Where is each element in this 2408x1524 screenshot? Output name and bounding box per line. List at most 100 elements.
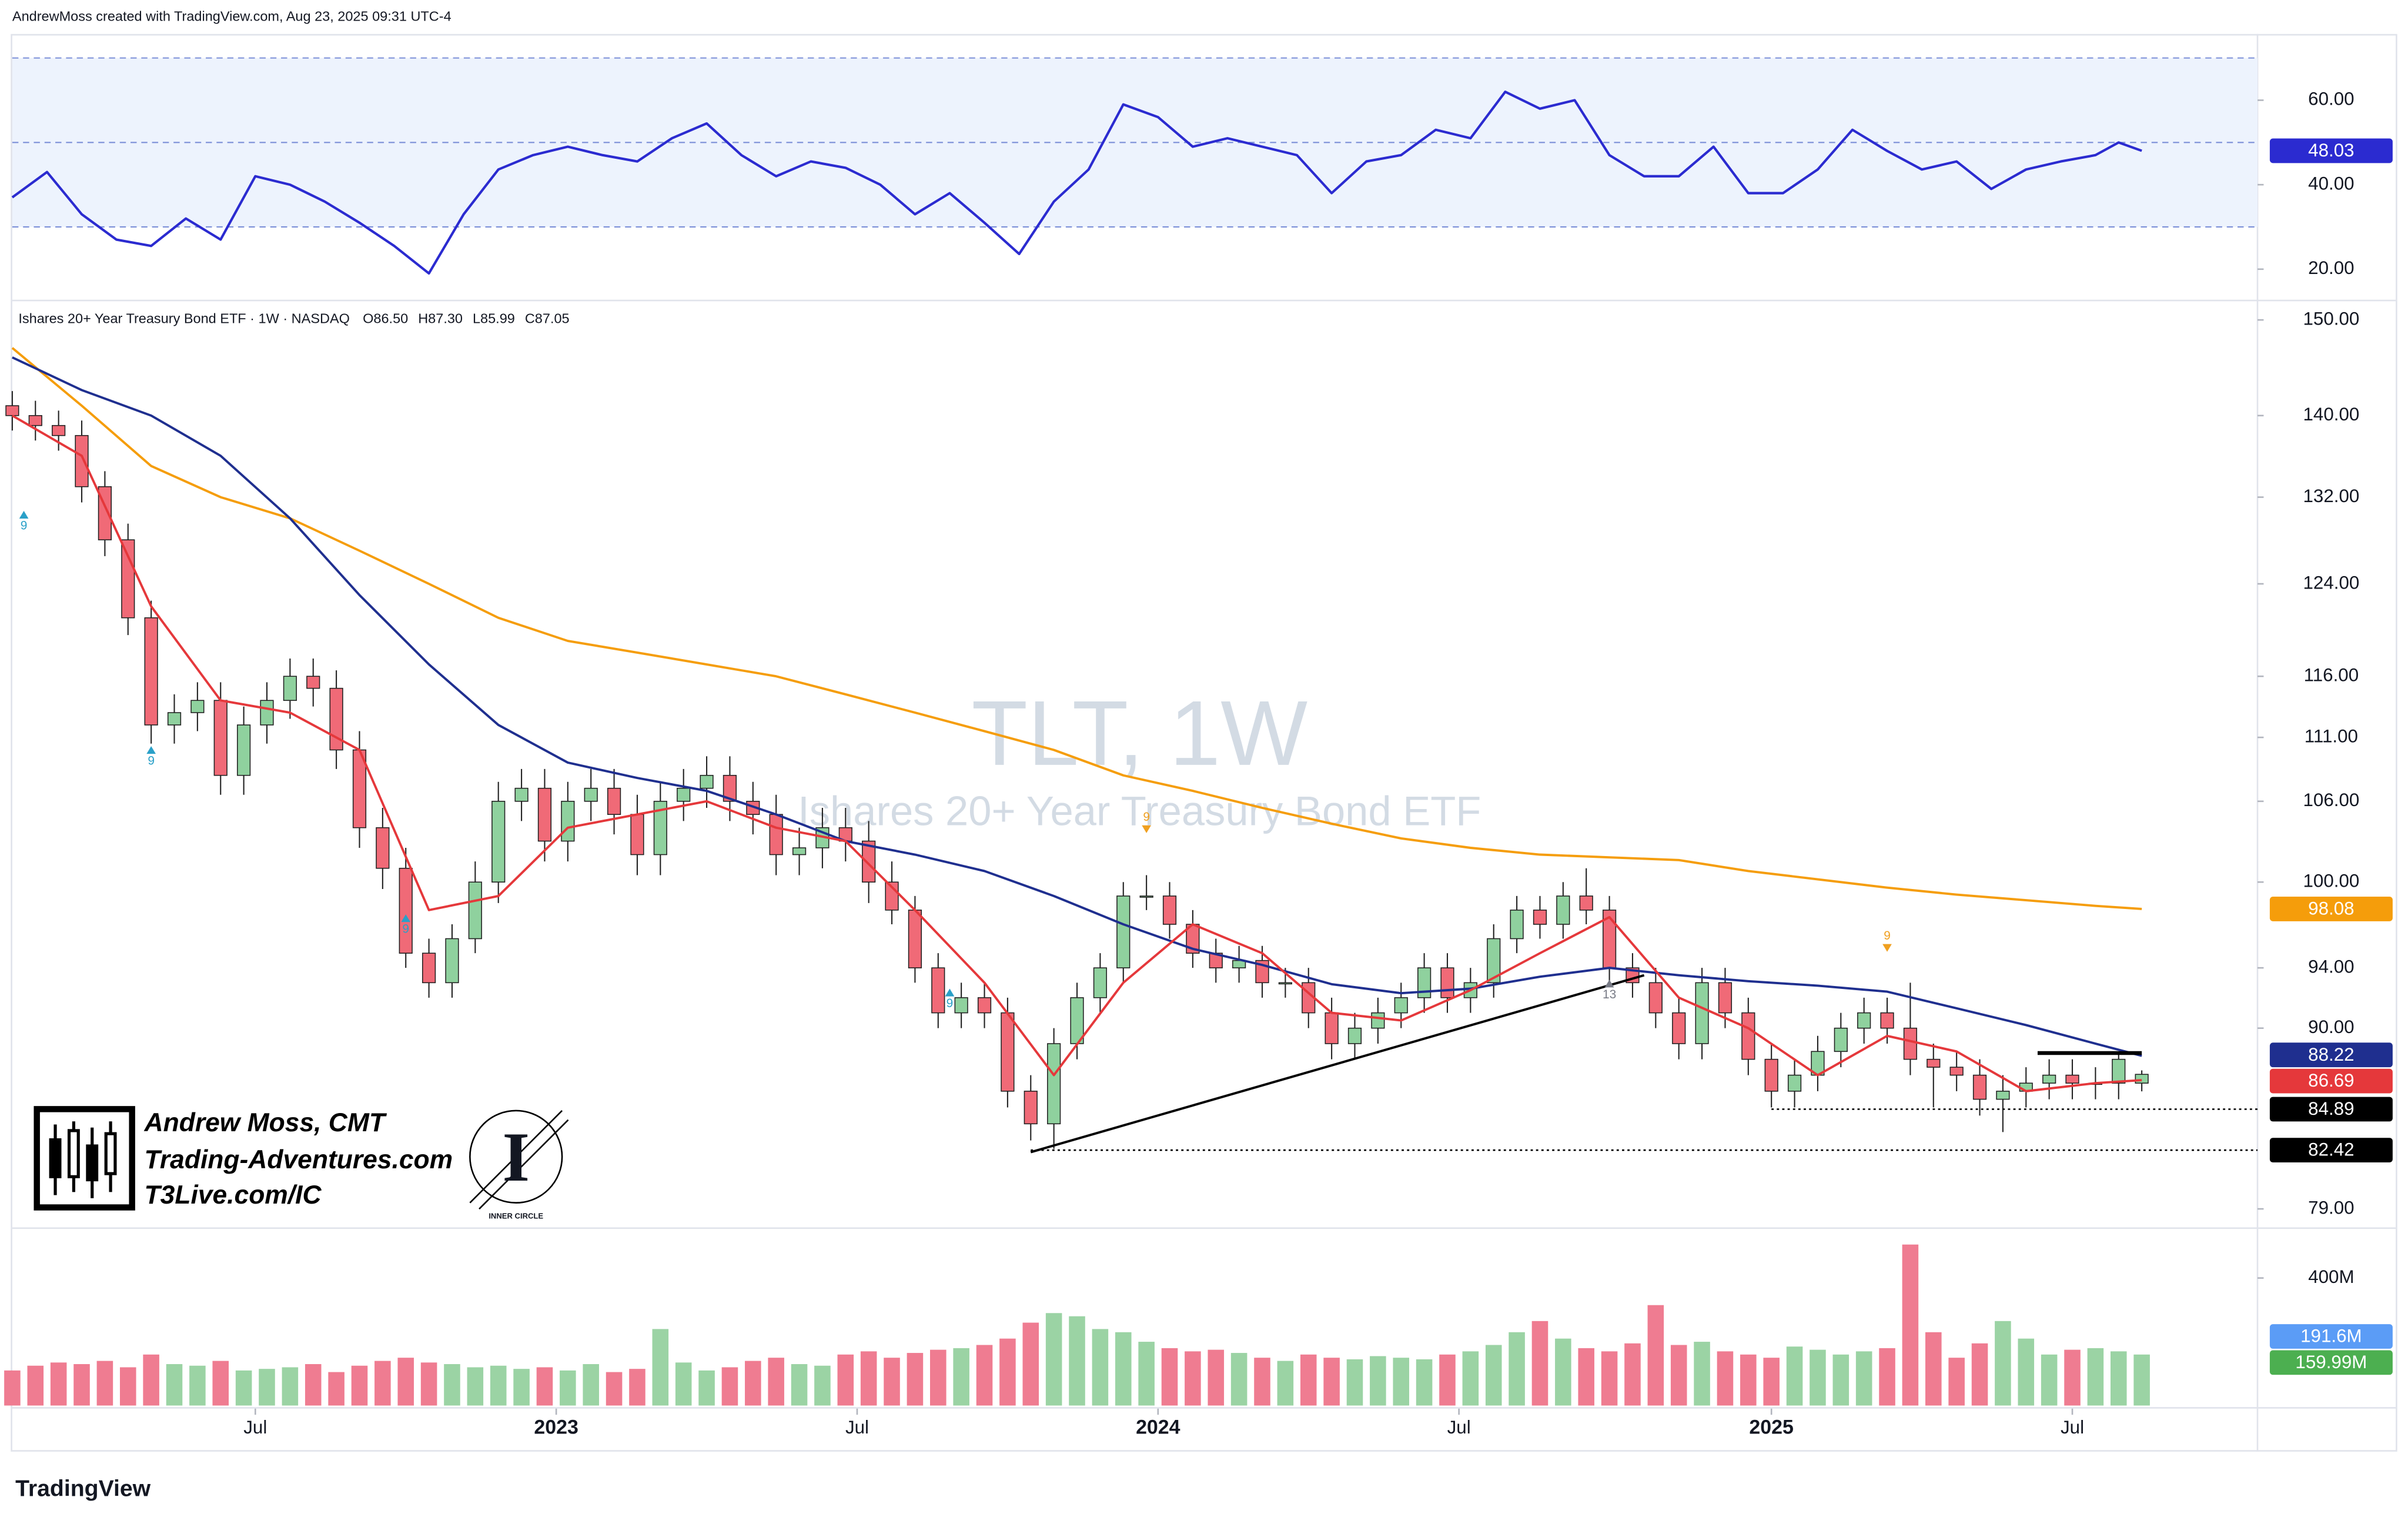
y-tick-label: 400M: [2308, 1266, 2354, 1287]
volume-bar: [768, 1358, 784, 1406]
volume-bar: [444, 1364, 460, 1406]
candle-body: [1001, 1012, 1015, 1092]
candle-body: [2112, 1058, 2126, 1084]
sequence-marker: [401, 914, 411, 923]
value-label-box: [2269, 1042, 2393, 1068]
volume-bar: [2041, 1354, 2058, 1406]
moving-average: [11, 415, 2142, 1092]
watermark-name: Ishares 20+ Year Treasury Bond ETF: [798, 787, 1481, 834]
volume-bar: [976, 1345, 993, 1406]
legend-close: C87.05: [525, 311, 570, 326]
candle-body: [1787, 1074, 1802, 1092]
volume-bar: [96, 1361, 113, 1406]
x-tick-label: 2023: [534, 1416, 578, 1439]
brand-name: Andrew Moss, CMT: [144, 1108, 387, 1137]
volume-bar: [1069, 1316, 1085, 1406]
volume-bar: [1855, 1351, 1872, 1406]
value-label-box: [2269, 1138, 2393, 1163]
volume-bar: [1925, 1332, 1942, 1406]
y-tick-label: 90.00: [2308, 1017, 2354, 1037]
volume-bar: [73, 1364, 90, 1406]
volume-bar: [1624, 1343, 1641, 1406]
y-tick-label: 100.00: [2303, 871, 2359, 891]
candle-body: [1927, 1058, 1941, 1068]
candle-body: [1972, 1074, 1987, 1100]
sequence-label: 9: [21, 519, 28, 533]
volume-bar: [791, 1364, 808, 1406]
volume-bar: [837, 1354, 854, 1406]
volume-bar: [1416, 1359, 1433, 1406]
volume-bar: [698, 1370, 715, 1406]
volume-bar: [675, 1362, 692, 1406]
plot-area: 60.00 40.00 20.00 48.03 150.00 140.00 132.00 12…: [4, 57, 2393, 1439]
x-tick-label: Jul: [1447, 1417, 1471, 1438]
volume-bar: [1161, 1348, 1178, 1406]
branding: Andrew Moss, CMT Trading-Adventures.com …: [34, 1106, 569, 1221]
volume-bar: [1995, 1321, 2011, 1406]
candle-body: [283, 676, 297, 701]
candle-body: [908, 910, 922, 968]
volume-bar: [1601, 1351, 1618, 1406]
volume-bar: [1971, 1343, 1988, 1406]
value-label-box: [2269, 897, 2393, 921]
y-tick-label: 79.00: [2308, 1197, 2354, 1218]
inner-circle-ring: [469, 1109, 563, 1204]
volume-bar: [1647, 1305, 1664, 1406]
candle-body: [2042, 1074, 2056, 1084]
volume-bar: [1717, 1351, 1734, 1406]
candle-body: [213, 700, 228, 776]
candle-body: [1024, 1091, 1038, 1125]
candle-body: [167, 712, 182, 726]
candle-body: [468, 881, 482, 940]
candle-body: [1510, 910, 1524, 940]
volume-bar: [1948, 1358, 1965, 1406]
candle-body: [537, 787, 552, 842]
volume-bar: [235, 1370, 252, 1406]
y-tick-label: 111.00: [2305, 726, 2358, 746]
candle-body: [584, 787, 598, 802]
value-label: 48.03: [2308, 140, 2354, 161]
value-label: 82.42: [2308, 1139, 2354, 1160]
candle-body: [1371, 1012, 1385, 1029]
brand-logo-candles: [49, 1121, 117, 1198]
volume-bar: [907, 1353, 924, 1406]
y-tick-label: 140.00: [2303, 404, 2359, 425]
volume-bar: [4, 1370, 21, 1406]
y-tick-label: 60.00: [2308, 89, 2354, 109]
value-label: 98.08: [2308, 898, 2354, 919]
volume-bar: [1254, 1358, 1270, 1406]
candle-body: [306, 676, 320, 689]
brand-website: Trading-Adventures.com: [145, 1145, 453, 1174]
legend-high: H87.30: [418, 311, 463, 326]
volume-bar: [27, 1365, 44, 1406]
y-tick-label: 40.00: [2308, 173, 2354, 193]
watermark-symbol: TLT, 1W: [971, 682, 1307, 785]
volume-bar: [351, 1365, 368, 1406]
candle-body: [1325, 1012, 1339, 1044]
volume-bar: [2018, 1338, 2035, 1406]
volume-bar: [953, 1348, 969, 1406]
candle-body: [677, 787, 691, 802]
x-tick-label: Jul: [243, 1417, 267, 1438]
volume-bar: [721, 1367, 738, 1406]
candle-body: [769, 814, 783, 855]
sequence-marker: [1882, 944, 1892, 952]
volume-bar: [1370, 1356, 1386, 1406]
volume-bar: [513, 1369, 530, 1406]
brand-link: T3Live.com/IC: [145, 1181, 322, 1209]
candle-body: [792, 847, 807, 855]
attribution: AndrewMoss created with TradingView.com,…: [12, 8, 452, 24]
candle-body: [862, 840, 876, 883]
volume-bar: [1810, 1349, 1826, 1406]
volume-bar: [2087, 1348, 2104, 1406]
volume-bar: [1115, 1332, 1132, 1406]
candle-body: [1579, 895, 1593, 911]
sequence-label: 9: [947, 997, 954, 1010]
volume-bar: [1555, 1338, 1571, 1406]
value-label: 84.89: [2308, 1098, 2354, 1119]
candle-body: [422, 952, 436, 984]
volume-bar: [1879, 1348, 1895, 1406]
volume-bar: [1277, 1361, 1294, 1406]
volume-bar: [1832, 1354, 1850, 1406]
